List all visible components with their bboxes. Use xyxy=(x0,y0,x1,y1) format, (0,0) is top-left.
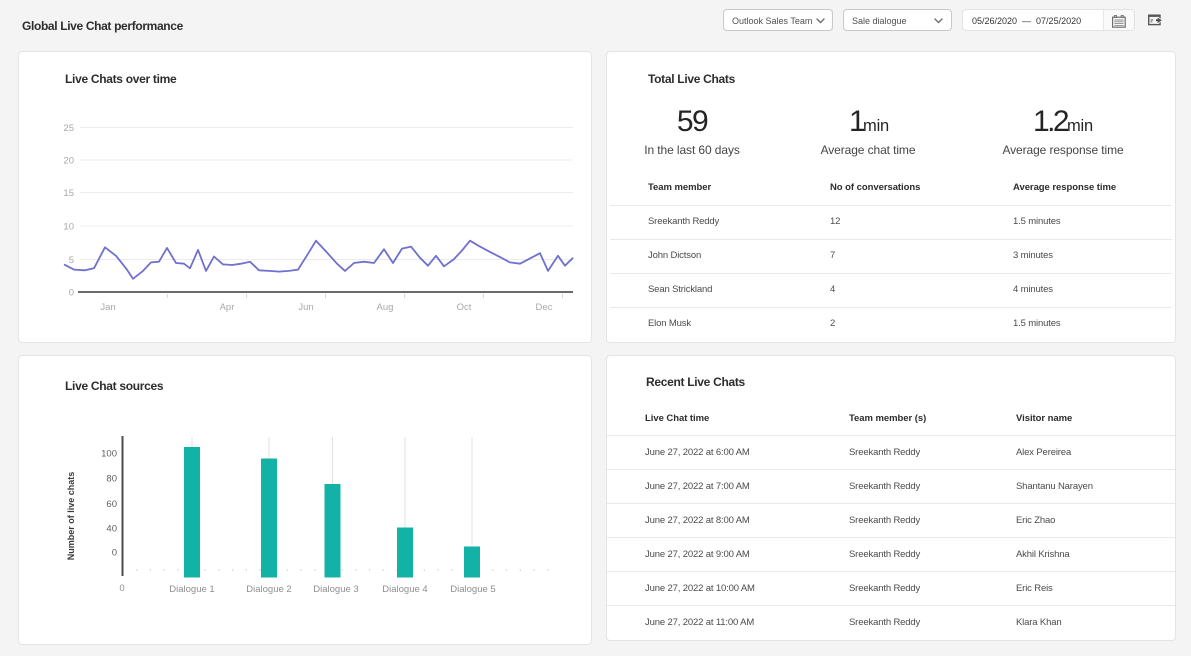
svg-text:0: 0 xyxy=(69,288,74,299)
svg-text:Dialogue 1: Dialogue 1 xyxy=(169,584,214,595)
svg-text:10: 10 xyxy=(63,222,74,233)
svg-text:0: 0 xyxy=(119,583,124,594)
svg-text:Dialogue 4: Dialogue 4 xyxy=(382,584,427,595)
svg-text:Oct: Oct xyxy=(457,302,472,313)
svg-text:Jun: Jun xyxy=(298,302,313,313)
svg-text:Dialogue 5: Dialogue 5 xyxy=(450,584,495,595)
svg-text:Apr: Apr xyxy=(220,302,235,313)
svg-text:100: 100 xyxy=(101,449,117,460)
svg-text:Dialogue 2: Dialogue 2 xyxy=(246,584,291,595)
svg-text:40: 40 xyxy=(106,524,117,535)
svg-text:25: 25 xyxy=(63,123,74,134)
svg-text:20: 20 xyxy=(63,156,74,167)
svg-text:5: 5 xyxy=(69,255,74,266)
svg-text:Jan: Jan xyxy=(100,302,115,313)
svg-text:Dialogue 3: Dialogue 3 xyxy=(313,584,358,595)
svg-text:Number of live chats: Number of live chats xyxy=(66,472,76,561)
svg-text:60: 60 xyxy=(106,499,117,510)
svg-text:Aug: Aug xyxy=(377,302,394,313)
svg-text:0: 0 xyxy=(112,548,117,559)
svg-text:Dec: Dec xyxy=(536,302,553,313)
svg-text:15: 15 xyxy=(63,188,74,199)
svg-text:80: 80 xyxy=(106,474,117,485)
